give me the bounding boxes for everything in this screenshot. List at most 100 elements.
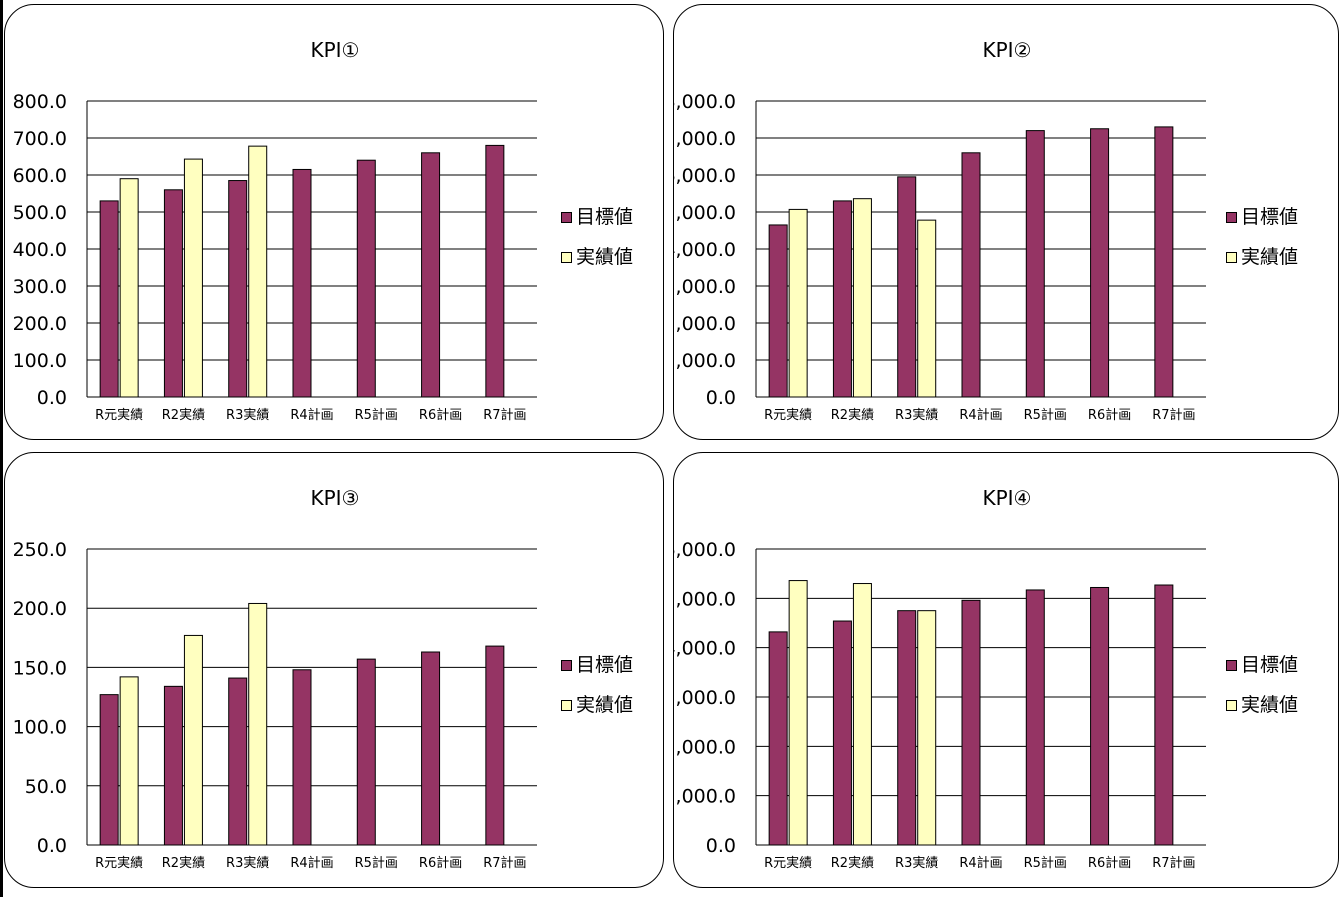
legend-swatch-actual (561, 699, 572, 711)
bar-target (99, 200, 119, 398)
y-tick-label: 6,000.0 (674, 165, 736, 187)
x-tick-label: R元実績 (764, 855, 812, 871)
bar-target (768, 224, 788, 398)
x-tick-label: R7計画 (483, 407, 526, 423)
y-tick-label: 800.0 (13, 91, 67, 113)
bar-actual (788, 208, 808, 398)
legend-swatch-target (1226, 211, 1237, 223)
legend-label-target: 目標値 (1241, 206, 1299, 228)
x-tick-label: R2実績 (162, 855, 205, 871)
legend-label-actual: 実績値 (1241, 694, 1299, 716)
bar-target (292, 168, 312, 398)
kpi-chart-svg: KPI② 0.0 1,000.0 2,000.0 3,000.0 4,000.0 5,000… (674, 38, 1206, 423)
y-tick-label: 2,000.0 (674, 736, 736, 758)
chart-title: KPI④ (982, 486, 1031, 510)
chart-legend: 目標値 実績値 (1226, 197, 1298, 277)
x-tick-label: R6計画 (419, 407, 462, 423)
x-tick-label: R4計画 (959, 407, 1002, 423)
chart-legend: 目標値 実績値 (1226, 645, 1298, 725)
bar-target (768, 631, 788, 846)
legend-swatch-actual (561, 251, 572, 263)
y-tick-label: 7,000.0 (674, 128, 736, 150)
y-tick-label: 0.0 (37, 387, 67, 409)
bar-target (832, 200, 852, 398)
y-tick-label: 200.0 (13, 313, 67, 335)
chart-title: KPI① (310, 38, 359, 62)
y-tick-label: 100.0 (13, 717, 67, 739)
x-tick-label: R4計画 (290, 407, 333, 423)
bar-target (99, 694, 119, 846)
x-tick-label: R7計画 (1152, 407, 1195, 423)
x-tick-label: R4計画 (290, 855, 333, 871)
y-tick-label: 1,000.0 (674, 350, 736, 372)
legend-item-target: 目標値 (561, 645, 633, 685)
legend-swatch-target (561, 211, 572, 223)
legend-item-actual: 実績値 (1226, 237, 1298, 277)
legend-label-target: 目標値 (576, 654, 634, 676)
bar-target (292, 669, 312, 846)
y-tick-label: 100.0 (13, 350, 67, 372)
y-tick-label: 6,000.0 (674, 539, 736, 561)
bar-target (1025, 130, 1045, 398)
chart-title: KPI③ (310, 486, 359, 510)
y-tick-label: 3,000.0 (674, 687, 736, 709)
chart-legend: 目標値 実績値 (561, 645, 633, 725)
bar-target (485, 144, 505, 398)
legend-swatch-actual (1226, 699, 1237, 711)
y-tick-label: 4,000.0 (674, 638, 736, 660)
y-tick-label: 50.0 (25, 776, 67, 798)
x-tick-label: R元実績 (95, 407, 143, 423)
bar-target (485, 645, 505, 846)
bar-target (421, 651, 441, 846)
bar-target (961, 152, 981, 398)
kpi-chart-panel: KPI① 0.0 100.0 200.0 300.0 400.0 500.0 600.0 700… (4, 4, 664, 440)
x-tick-label: R3実績 (895, 407, 938, 423)
bar-actual (852, 583, 872, 846)
y-tick-label: 2,000.0 (674, 313, 736, 335)
bar-target (961, 599, 981, 846)
kpi-chart-panel: KPI④ 0.0 1,000.0 2,000.0 3,000.0 4,000.0 5,000… (673, 452, 1339, 888)
y-tick-label: 4,000.0 (674, 239, 736, 261)
y-tick-label: 250.0 (13, 539, 67, 561)
legend-swatch-actual (1226, 251, 1237, 263)
legend-swatch-target (1226, 659, 1237, 671)
y-tick-label: 200.0 (13, 598, 67, 620)
x-tick-label: R3実績 (895, 855, 938, 871)
legend-item-target: 目標値 (1226, 197, 1298, 237)
bar-target (356, 159, 376, 398)
chart-legend: 目標値 実績値 (561, 197, 633, 277)
bar-actual (917, 219, 937, 398)
bar-actual (119, 676, 139, 846)
bar-target (1090, 128, 1110, 398)
y-tick-label: 5,000.0 (674, 202, 736, 224)
legend-label-actual: 実績値 (576, 694, 634, 716)
legend-label-target: 目標値 (1241, 654, 1299, 676)
bar-target (1154, 126, 1174, 398)
bar-target (1090, 586, 1110, 846)
bar-actual (248, 602, 268, 846)
bar-actual (119, 178, 139, 398)
bar-target (228, 677, 248, 846)
legend-swatch-target (561, 659, 572, 671)
legend-item-actual: 実績値 (561, 237, 633, 277)
legend-item-actual: 実績値 (561, 685, 633, 725)
y-tick-label: 600.0 (13, 165, 67, 187)
legend-item-target: 目標値 (561, 197, 633, 237)
y-tick-label: 500.0 (13, 202, 67, 224)
x-tick-label: R5計画 (355, 407, 398, 423)
x-tick-label: R5計画 (1024, 855, 1067, 871)
y-tick-label: 3,000.0 (674, 276, 736, 298)
kpi-chart-svg: KPI④ 0.0 1,000.0 2,000.0 3,000.0 4,000.0 5,000… (674, 486, 1206, 871)
x-tick-label: R3実績 (226, 855, 269, 871)
x-tick-label: R3実績 (226, 407, 269, 423)
bar-actual (183, 158, 203, 398)
x-tick-label: R5計画 (1024, 407, 1067, 423)
y-tick-label: 0.0 (37, 835, 67, 857)
legend-label-actual: 実績値 (576, 246, 634, 268)
bar-actual (183, 634, 203, 846)
y-tick-label: 8,000.0 (674, 91, 736, 113)
y-tick-label: 700.0 (13, 128, 67, 150)
kpi-chart-svg: KPI① 0.0 100.0 200.0 300.0 400.0 500.0 600.0 700… (13, 38, 537, 423)
x-tick-label: R2実績 (162, 407, 205, 423)
x-tick-label: R2実績 (831, 407, 874, 423)
